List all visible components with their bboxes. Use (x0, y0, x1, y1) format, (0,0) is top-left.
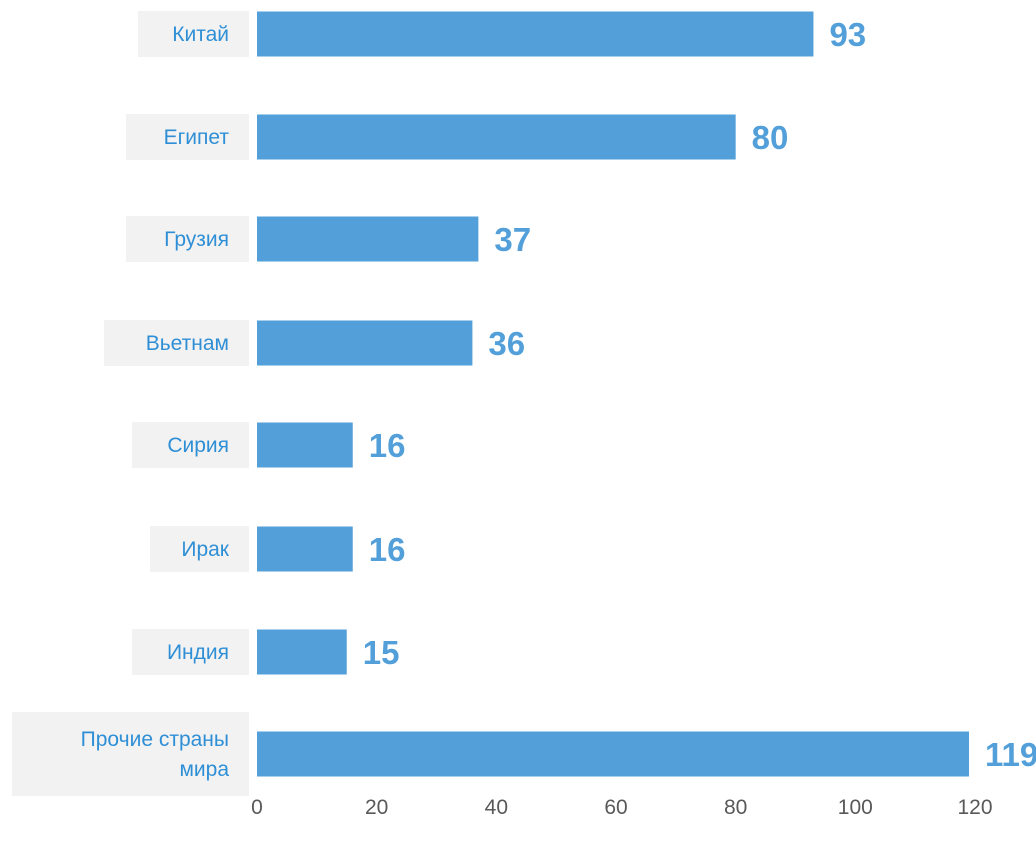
x-tick-label: 0 (251, 796, 263, 819)
category-1-label-box (138, 11, 249, 57)
category-8-label: Прочие страны мира (81, 728, 230, 781)
category-6-value-label: 16 (369, 531, 406, 568)
category-1-value-label: 93 (829, 16, 866, 53)
category-8-label-line: Прочие страны (81, 728, 229, 751)
category-5-label-box (132, 422, 249, 468)
category-2-label: Египет (164, 126, 230, 149)
category-3-label-line: Грузия (164, 228, 229, 251)
category-labels: Китай Египет Грузия Вьетнам Сирия Ирак Индия Пр… (12, 11, 249, 796)
category-6-label-line: Ирак (181, 538, 229, 561)
category-7-label: Индия (167, 641, 229, 664)
value-labels: 93 80 37 36 16 16 15 119 (363, 16, 1036, 773)
category-8-label-line: мира (179, 758, 229, 781)
x-tick-label: 100 (838, 796, 873, 819)
category-4-bar (257, 320, 473, 366)
category-7-label-line: Индия (167, 641, 229, 664)
x-tick-label: 80 (724, 796, 747, 819)
category-1-bar (257, 11, 814, 57)
category-7-label-box (132, 629, 249, 675)
x-tick-label: 60 (604, 796, 627, 819)
category-4-label: Вьетнам (146, 332, 229, 355)
category-5-label: Сирия (167, 434, 229, 457)
category-4-value-label: 36 (488, 325, 525, 362)
category-3-bar (257, 216, 479, 262)
category-2-bar (257, 114, 736, 160)
category-8-bar (257, 731, 970, 777)
bars (257, 11, 970, 777)
category-8-label-box (12, 712, 249, 796)
x-axis-ticks: 0 20 40 60 80 100 120 (251, 796, 992, 819)
category-7-value-label: 15 (363, 634, 400, 671)
category-3-label: Грузия (164, 228, 229, 251)
category-1-label: Китай (172, 23, 229, 46)
category-6-bar (257, 526, 353, 572)
category-3-label-box (126, 216, 249, 262)
x-tick-label: 120 (957, 796, 992, 819)
x-tick-label: 40 (485, 796, 508, 819)
category-1-label-line: Китай (172, 23, 229, 46)
category-2-value-label: 80 (752, 119, 789, 156)
category-5-label-line: Сирия (167, 434, 229, 457)
category-3-value-label: 37 (494, 221, 531, 258)
category-5-value-label: 16 (369, 427, 406, 464)
category-4-label-line: Вьетнам (146, 332, 229, 355)
category-2-label-box (126, 114, 249, 160)
category-8-value-label: 119 (985, 736, 1036, 773)
category-4-label-box (104, 320, 249, 366)
category-6-label-box (150, 526, 249, 572)
x-tick-label: 20 (365, 796, 388, 819)
category-6-label: Ирак (181, 538, 229, 561)
category-5-bar (257, 422, 353, 468)
category-2-label-line: Египет (164, 126, 230, 149)
category-7-bar (257, 629, 347, 675)
